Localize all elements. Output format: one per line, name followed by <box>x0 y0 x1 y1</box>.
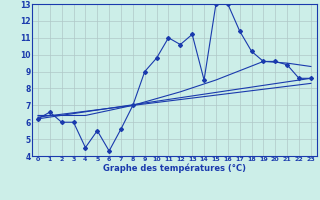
X-axis label: Graphe des températures (°C): Graphe des températures (°C) <box>103 164 246 173</box>
